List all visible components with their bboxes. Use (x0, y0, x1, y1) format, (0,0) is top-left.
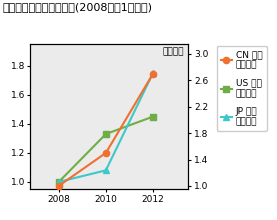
Legend: CN 登録
（右軸）, US 登録
（左軸）, JP 登録
（左軸）: CN 登録 （右軸）, US 登録 （左軸）, JP 登録 （左軸） (217, 46, 267, 131)
JP 登録
（左軸） (151, 72, 155, 74)
JP 登録
（左軸） (57, 181, 60, 183)
US 登録
（左軸） (151, 115, 155, 118)
CN 登録
（右軸） (104, 152, 107, 154)
CN 登録
（右軸） (57, 185, 60, 187)
Line: CN 登録
（右軸）: CN 登録 （右軸） (56, 71, 156, 189)
Line: JP 登録
（左軸）: JP 登録 （左軸） (56, 70, 156, 185)
CN 登録
（右軸） (151, 72, 155, 75)
JP 登録
（左軸） (104, 169, 107, 172)
Text: （年度）: （年度） (162, 48, 184, 57)
Line: US 登録
（左軸）: US 登録 （左軸） (56, 114, 156, 185)
US 登録
（左軸） (57, 181, 60, 183)
Text: 各年度の登録件数の推移(2008年を1とする): 各年度の登録件数の推移(2008年を1とする) (3, 2, 153, 12)
US 登録
（左軸） (104, 133, 107, 135)
